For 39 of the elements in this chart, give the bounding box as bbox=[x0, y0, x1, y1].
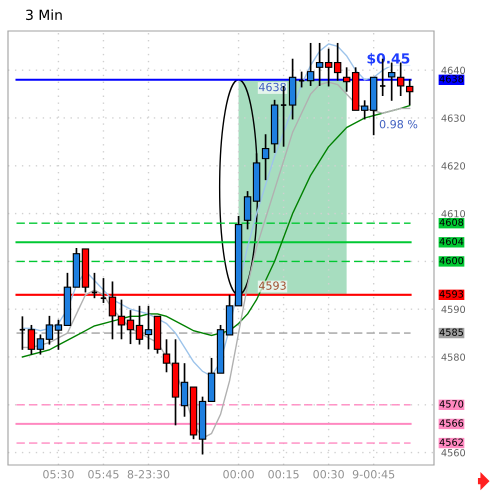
candlestick bbox=[136, 305, 144, 346]
candlestick bbox=[18, 316, 26, 351]
candlestick bbox=[90, 272, 98, 300]
x-tick-label: 05:45 bbox=[88, 470, 119, 478]
x-tick-label: 9-00:45 bbox=[352, 470, 394, 478]
candlestick bbox=[262, 133, 270, 181]
y-tick-label: 4620 bbox=[441, 162, 466, 170]
annotation: 4593 bbox=[258, 281, 286, 290]
candlestick bbox=[126, 309, 134, 345]
ref-line-label: 4638 bbox=[440, 75, 464, 83]
ref-line-label: 4593 bbox=[440, 290, 464, 298]
y-tick-label: 4610 bbox=[441, 210, 466, 218]
candlestick bbox=[162, 338, 170, 374]
annotation: $0.45 bbox=[368, 52, 410, 66]
candlestick bbox=[180, 362, 188, 418]
ref-line-label: 4570 bbox=[440, 400, 464, 408]
ref-line-label: 4604 bbox=[440, 238, 464, 246]
ref-line-label: 4562 bbox=[440, 438, 463, 446]
x-tick-label: 00:15 bbox=[268, 470, 299, 478]
y-tick-label: 4560 bbox=[441, 449, 466, 456]
chart-title: 3 Min bbox=[26, 9, 62, 20]
y-tick-label: 4580 bbox=[441, 353, 466, 361]
candlestick bbox=[306, 42, 314, 87]
ref-line-label: 4566 bbox=[440, 419, 464, 427]
x-tick-label: 8-23:30 bbox=[128, 470, 170, 478]
x-tick-label: 00:30 bbox=[313, 470, 344, 478]
y-tick-label: 4640 bbox=[441, 66, 466, 74]
y-tick-label: 4590 bbox=[441, 306, 466, 314]
ref-line-label: 4608 bbox=[440, 218, 464, 226]
x-tick-label: 00:00 bbox=[223, 470, 254, 478]
candlestick bbox=[144, 305, 152, 350]
ref-line-label: 4585 bbox=[440, 328, 464, 336]
x-tick-label: 05:30 bbox=[43, 470, 74, 478]
ref-line-label: 4600 bbox=[440, 256, 464, 264]
annotation: 0.98 % bbox=[380, 120, 418, 128]
annotation: 4638 bbox=[258, 82, 286, 92]
y-tick-label: 4630 bbox=[441, 114, 466, 122]
candlestick bbox=[118, 298, 126, 340]
candlestick bbox=[298, 70, 306, 88]
